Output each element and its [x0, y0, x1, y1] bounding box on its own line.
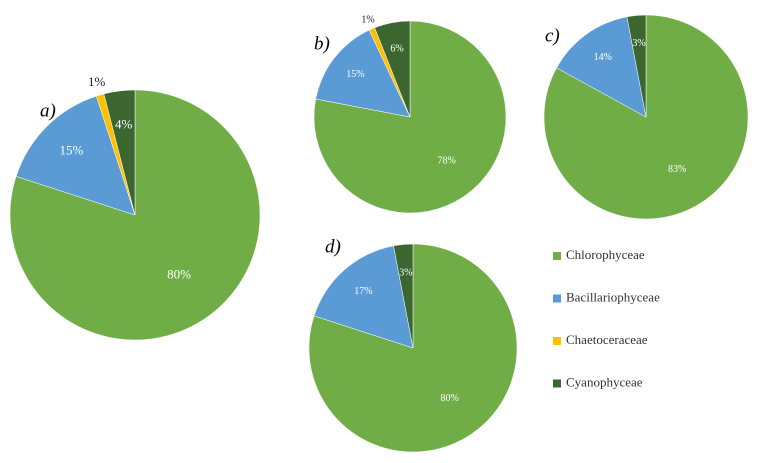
legend-swatch: [553, 379, 561, 388]
pie-slice: [103, 89, 136, 216]
value-label: 14%: [594, 52, 612, 63]
value-label: 3%: [399, 268, 412, 279]
pie-slice: [15, 95, 136, 216]
legend-swatch: [553, 294, 561, 303]
legend-label: Cyanophyceae: [566, 374, 643, 389]
panel-label: c): [545, 25, 560, 46]
panel-label: d): [325, 236, 341, 257]
value-label: 78%: [438, 156, 456, 167]
pie-slice: [543, 14, 749, 220]
pie-slice: [308, 243, 518, 453]
value-label: 83%: [668, 164, 686, 175]
value-label: 1%: [88, 74, 106, 89]
value-label: 15%: [59, 142, 83, 157]
pie-slice: [393, 243, 414, 349]
legend-label: Chaetoceraceae: [566, 332, 648, 347]
pie-slice: [556, 16, 647, 118]
value-label: 4%: [115, 117, 133, 132]
legend-swatch: [553, 337, 561, 345]
value-label: 3%: [632, 38, 645, 49]
value-label: 80%: [441, 393, 459, 404]
value-label: 1%: [361, 14, 374, 25]
value-label: 15%: [346, 69, 364, 80]
pie-slice: [374, 20, 411, 118]
panel-label: b): [314, 33, 330, 54]
panel-label: a): [40, 100, 56, 121]
legend-label: Bacillariophyceae: [566, 289, 660, 304]
pie-slice: [313, 20, 507, 214]
pie-slice: [315, 29, 411, 118]
value-label: 6%: [390, 43, 403, 54]
pie-slice: [626, 14, 647, 118]
value-label: 80%: [167, 267, 191, 282]
legend-label: Chlorophyceae: [566, 247, 645, 262]
value-label: 17%: [354, 286, 372, 297]
legend-swatch: [553, 252, 561, 260]
pie-slice: [313, 245, 414, 349]
